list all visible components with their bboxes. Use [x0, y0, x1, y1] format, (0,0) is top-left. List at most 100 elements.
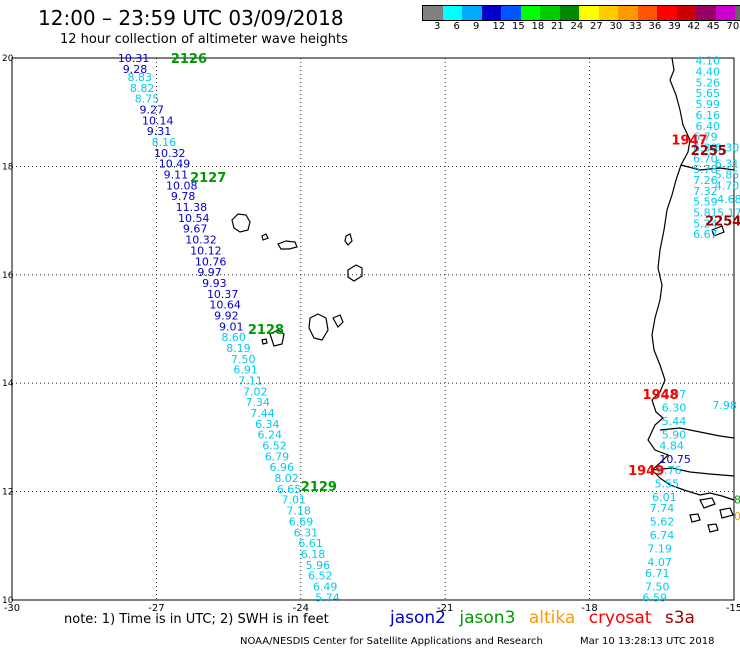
swh-value: 6.59 — [643, 591, 668, 604]
swh-value: 10.32 — [185, 234, 217, 247]
swh-value: 6.16 — [695, 109, 720, 122]
swh-value: 7.50 — [231, 353, 256, 366]
swh-value: 4.84 — [659, 440, 684, 453]
gambia-inlet — [659, 427, 735, 439]
swh-value: 10.75 — [659, 453, 691, 466]
pass-number-label: 1949 — [628, 464, 664, 479]
swh-value: 6.74 — [650, 529, 675, 542]
swh-value: 9.28 — [123, 63, 148, 76]
swh-value: 10.49 — [159, 158, 191, 171]
swh-value: 6.31 — [715, 158, 740, 171]
island-coastal-5 — [711, 225, 725, 237]
swh-value: 5.24 — [693, 217, 718, 230]
swh-value: 4.07 — [647, 556, 672, 569]
legend-jason3: jason3 — [459, 608, 516, 628]
swh-value: 6.30 — [662, 402, 687, 415]
swh-value: 8.75 — [135, 93, 160, 106]
colorbar-label: 18 — [531, 21, 545, 32]
swh-value: 7.98 — [712, 399, 737, 412]
swh-value: 6.18 — [301, 548, 326, 561]
swh-value: 5.55 — [655, 477, 680, 490]
swh-value: 9.27 — [140, 103, 165, 116]
axis-ticks: -30 -27 -24 -21 -18 -15 20 18 16 14 12 10 — [2, 54, 740, 614]
colorbar-label: 21 — [551, 21, 564, 32]
swh-value: 10.32 — [154, 147, 186, 160]
legend-jason2: jason2 — [390, 608, 446, 628]
swh-value: 7.50 — [645, 580, 670, 593]
swh-value: 8.82 — [130, 82, 155, 95]
pass-number-label: 2254 — [705, 215, 740, 230]
colorbar-swatch — [598, 6, 618, 20]
swh-value: 6.61 — [298, 537, 323, 550]
swh-value: 5.74 — [315, 591, 340, 604]
y-tick-label: 12 — [2, 488, 13, 498]
x-tick-label: -18 — [581, 603, 597, 614]
wave-height-labels: 10.319.288.838.828.759.2710.149.318.1610… — [118, 52, 740, 604]
swh-value: 9.93 — [202, 277, 227, 290]
y-tick-label: 14 — [2, 379, 14, 389]
colorbar-swatch — [657, 6, 677, 20]
pass-number-labels: 2126 2127 2128 2129 2255 2254 1947 1948 1949 — [171, 52, 740, 495]
swh-value: 6.79 — [693, 131, 718, 144]
island-coastal-3 — [689, 513, 701, 523]
pass-number-label: 2255 — [691, 144, 727, 159]
legend-cryosat: cryosat — [588, 608, 652, 628]
swh-value: 6.65 — [277, 483, 302, 496]
swh-value: 6.71 — [645, 567, 670, 580]
island-santiago — [308, 313, 329, 341]
colorbar-label: 24 — [570, 21, 584, 32]
swh-value: 4.97 — [662, 388, 687, 401]
swh-value: 7.18 — [286, 505, 311, 518]
swh-value: 0 — [734, 510, 740, 523]
swh-value: 4.40 — [695, 66, 720, 79]
swh-value: 6.31 — [294, 526, 319, 539]
swh-value: 9.11 — [164, 169, 189, 182]
colorbar-label: 9 — [473, 21, 480, 32]
x-tick-label: -15 — [726, 603, 740, 614]
swh-value: 7.34 — [245, 396, 269, 409]
swh-value: 8.02 — [274, 472, 299, 485]
swh-value: 9.67 — [183, 223, 208, 236]
swh-value: 10.08 — [166, 179, 198, 192]
credit-text: NOAA/NESDIS Center for Satellite Applica… — [240, 636, 543, 647]
swh-value: 7.11 — [238, 374, 263, 387]
swh-value: 6.49 — [313, 580, 338, 593]
swh-value: 5.85 — [715, 169, 740, 182]
swh-value: 7.26 — [693, 174, 718, 187]
swh-value: 7.32 — [693, 185, 718, 198]
x-tick-label: -24 — [293, 603, 309, 614]
island-coastal-1 — [699, 497, 716, 509]
swh-value: 5.44 — [662, 415, 687, 428]
island-coastal-2 — [719, 507, 734, 519]
generated-timestamp: Mar 10 13:28:13 UTC 2018 — [580, 636, 715, 647]
colorbar-label: 70 — [726, 21, 740, 32]
pass-number-label: 2127 — [190, 171, 226, 186]
colorbar-swatch — [540, 6, 560, 20]
colorbar-label: 6 — [453, 21, 460, 32]
land-outlines — [231, 57, 735, 533]
pass-number-label: 2128 — [248, 323, 284, 338]
swh-value: 7.74 — [650, 502, 675, 515]
swh-value: 5.65 — [695, 87, 720, 100]
colorbar-swatch — [696, 6, 716, 20]
swh-value: 10.37 — [207, 288, 239, 301]
colorbar-swatch — [676, 6, 696, 20]
colorbar-label: 15 — [512, 21, 525, 32]
swh-value: 8.19 — [226, 342, 251, 355]
swh-value: 5.90 — [662, 429, 687, 442]
swh-value: 10.54 — [178, 212, 210, 225]
swh-value: 10.12 — [190, 244, 222, 257]
credit-line: NOAA/NESDIS Center for Satellite Applica… — [240, 636, 715, 647]
swh-value: 6.91 — [233, 364, 258, 377]
colorbar-label: 42 — [687, 21, 701, 32]
colorbar-swatch — [423, 6, 443, 20]
colorbar-label: 45 — [707, 21, 720, 32]
swh-value: 6.69 — [289, 515, 314, 528]
colorbar-swatch — [579, 6, 599, 20]
island-fogo — [269, 329, 285, 347]
swh-value: 5.59 — [693, 196, 718, 209]
swh-value: 10.64 — [209, 299, 241, 312]
island-sao-nicolau — [277, 240, 298, 250]
x-tick-label: -30 — [4, 603, 20, 614]
swh-value: 5.78 — [693, 163, 718, 176]
